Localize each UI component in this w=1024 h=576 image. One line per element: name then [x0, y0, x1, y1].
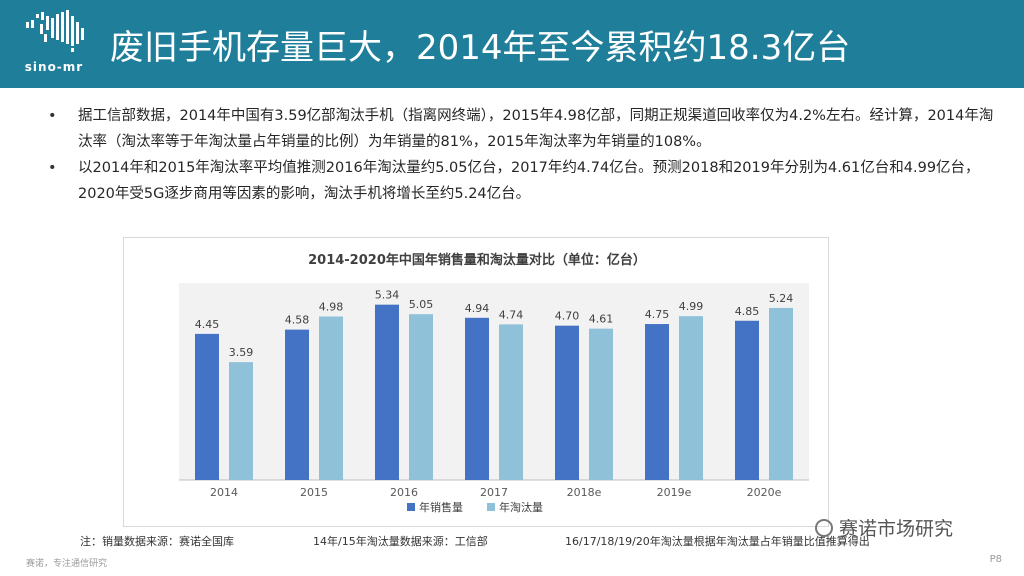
bullet-item: 据工信部数据，2014年中国有3.59亿部淘汰手机（指离网终端），2015年4.…: [44, 103, 994, 155]
data-label: 4.45: [195, 318, 220, 331]
chart-container: 2014-2020年中国年销售量和淘汰量对比（单位：亿台） 4.45 3.59 201…: [123, 237, 829, 527]
x-tick-label: 2019e: [657, 486, 692, 499]
bar-sales: [555, 325, 579, 480]
logo-text: sino-mr: [24, 60, 84, 74]
bar-sales: [285, 329, 309, 480]
wechat-icon: [815, 519, 833, 537]
logo: sino-mr: [14, 8, 94, 80]
data-label: 4.74: [499, 308, 524, 321]
plot-area: [179, 283, 809, 480]
data-label: 4.75: [645, 308, 670, 321]
bar-elimination: [499, 324, 523, 480]
x-tick-label: 2014: [210, 486, 238, 499]
bar-sales: [645, 324, 669, 480]
x-tick-label: 2016: [390, 486, 418, 499]
data-label: 4.94: [465, 302, 490, 315]
data-label: 4.70: [555, 310, 580, 323]
x-tick-label: 2017: [480, 486, 508, 499]
data-label: 4.99: [679, 300, 704, 313]
bar-elimination: [319, 316, 343, 480]
x-tick-label: 2015: [300, 486, 328, 499]
x-tick-label: 2020e: [747, 486, 782, 499]
data-label: 5.05: [409, 298, 434, 311]
footnotes: 注：销量数据来源：赛诺全国库 14年/15年淘汰量数据来源：工信部 16/17/…: [0, 533, 1024, 553]
footer-tagline: 赛诺，专注通信研究: [26, 559, 108, 569]
bar-elimination: [769, 307, 793, 480]
header-bar: sino-mr 废旧手机存量巨大，2014年至今累积约18.3亿台: [0, 0, 1024, 88]
chart-title: 2014-2020年中国年销售量和淘汰量对比（单位：亿台）: [308, 252, 646, 268]
legend-label: 年销售量: [419, 500, 463, 514]
x-tick-label: 2018e: [567, 486, 602, 499]
legend-swatch: [487, 503, 495, 511]
bar-chart: 2014-2020年中国年销售量和淘汰量对比（单位：亿台） 4.45 3.59 201…: [179, 252, 809, 514]
data-label: 5.34: [375, 289, 400, 302]
data-label: 3.59: [229, 346, 254, 359]
china-map-icon: [26, 10, 84, 52]
data-label: 5.24: [769, 292, 794, 305]
bar-elimination: [409, 314, 433, 480]
bullet-item: 以2014年和2015年淘汰率平均值推测2016年淘汰量约5.05亿台，2017…: [44, 155, 994, 207]
bullet-list: 据工信部数据，2014年中国有3.59亿部淘汰手机（指离网终端），2015年4.…: [44, 103, 994, 207]
brand-name: 赛诺市场研究: [839, 518, 954, 540]
estimate-note: 16/17/18/19/20年淘汰量根据年淘汰量占年销量比值推算得出: [565, 535, 870, 548]
elimination-source-note: 14年/15年淘汰量数据来源：工信部: [313, 535, 488, 548]
sales-source-note: 注：销量数据来源：赛诺全国库: [80, 535, 234, 548]
data-label: 4.58: [285, 314, 310, 327]
data-label: 4.98: [319, 300, 344, 313]
legend-label: 年淘汰量: [499, 500, 543, 514]
bar-elimination: [229, 362, 253, 480]
page-title: 废旧手机存量巨大，2014年至今累积约18.3亿台: [110, 28, 851, 68]
data-label: 4.61: [589, 313, 614, 326]
bar-sales: [195, 333, 219, 480]
bar-elimination: [589, 328, 613, 480]
data-label: 4.85: [735, 305, 760, 318]
legend-swatch: [407, 503, 415, 511]
bar-sales: [375, 304, 399, 480]
bar-sales: [465, 317, 489, 480]
bar-sales: [735, 320, 759, 480]
brand-watermark: 赛诺市场研究: [815, 514, 953, 541]
bar-elimination: [679, 316, 703, 480]
page-number: P8: [989, 554, 1002, 565]
